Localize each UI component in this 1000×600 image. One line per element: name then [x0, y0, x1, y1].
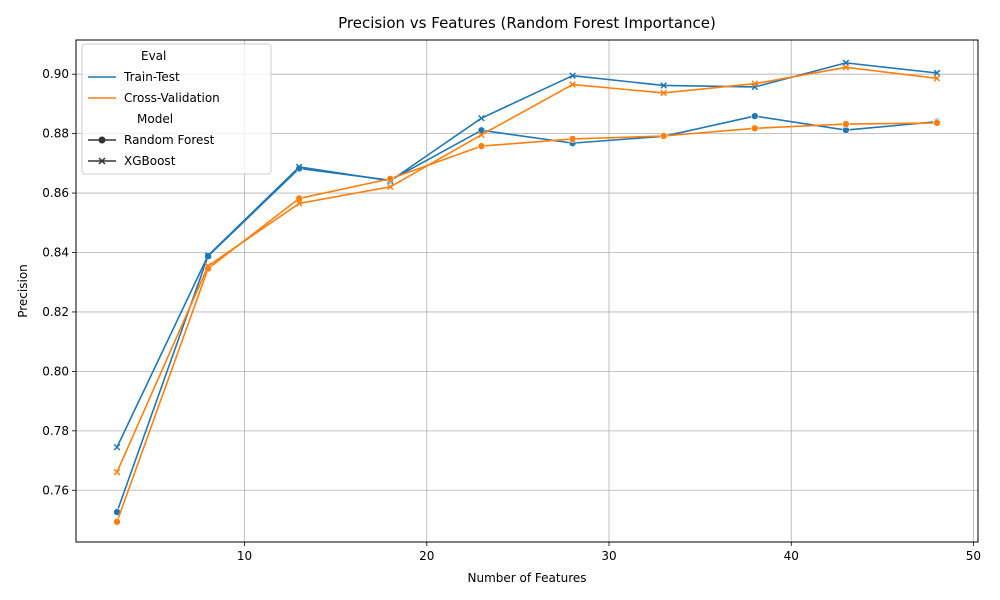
data-point [477, 142, 486, 150]
data-point [295, 194, 304, 203]
data-point [113, 443, 121, 451]
x-tick-label: 40 [784, 549, 799, 563]
data-point [750, 124, 759, 133]
legend-label-random-forest: Random Forest [124, 133, 215, 147]
data-point [295, 200, 303, 207]
y-tick-label: 0.84 [42, 246, 69, 260]
x-tick-label: 30 [601, 549, 616, 563]
data-point [478, 131, 485, 139]
y-tick-label: 0.86 [42, 186, 69, 200]
legend-label-cross-validation: Cross-Validation [124, 91, 220, 105]
x-tick-label: 50 [966, 549, 981, 563]
data-point [933, 75, 941, 82]
y-tick-label: 0.78 [42, 424, 69, 438]
series-line-cross-validation-xgboost [116, 66, 938, 473]
x-tick-label: 10 [237, 549, 252, 563]
data-point [386, 175, 395, 183]
x-axis-label: Number of Features [468, 571, 587, 585]
data-point [842, 120, 850, 128]
y-axis-label: Precision [16, 264, 30, 318]
legend-box [81, 43, 272, 175]
legend-style-title: Model [137, 112, 173, 126]
data-point [113, 468, 121, 476]
y-tick-label: 0.90 [42, 67, 69, 81]
series-layer [113, 59, 941, 526]
series-cross-validation-xgboost [113, 64, 941, 476]
plot-frame [75, 39, 979, 543]
series-cross-validation-random-forest [113, 119, 941, 526]
legend-marker-xgboost [98, 157, 106, 165]
x-tick-label: 20 [419, 549, 434, 563]
data-point [660, 89, 667, 97]
data-point [478, 114, 485, 122]
data-point [750, 112, 759, 120]
y-tick-label: 0.76 [42, 483, 69, 497]
x-axis: 10 20 30 40 50 [237, 542, 981, 563]
series-line-train-test-random-forest [116, 115, 938, 513]
chart-title: Precision vs Features (Random Forest Imp… [338, 14, 716, 32]
legend-marker-random-forest [98, 136, 106, 144]
data-point [842, 64, 850, 71]
legend: Eval Train-Test Cross-Validation Model R… [81, 43, 272, 175]
data-point [387, 183, 394, 191]
data-point [569, 72, 576, 79]
data-point [569, 81, 576, 88]
legend-label-train-test: Train-Test [123, 70, 180, 84]
series-line-cross-validation-random-forest [116, 122, 938, 523]
legend-hue-title: Eval [141, 49, 166, 63]
data-point [113, 517, 121, 526]
data-point [204, 262, 212, 270]
y-tick-label: 0.82 [42, 305, 69, 319]
data-point [751, 80, 759, 88]
data-point [204, 252, 212, 259]
data-point [659, 132, 668, 140]
data-point [933, 119, 941, 127]
legend-label-xgboost: XGBoost [124, 154, 176, 168]
data-point [295, 163, 303, 171]
y-tick-label: 0.88 [42, 127, 69, 141]
y-tick-label: 0.80 [42, 364, 69, 378]
y-axis: 0.76 0.78 0.80 0.82 0.84 0.86 0.88 0.90 [42, 67, 76, 497]
data-point [660, 82, 667, 89]
data-point [933, 69, 941, 77]
data-point [568, 135, 577, 143]
